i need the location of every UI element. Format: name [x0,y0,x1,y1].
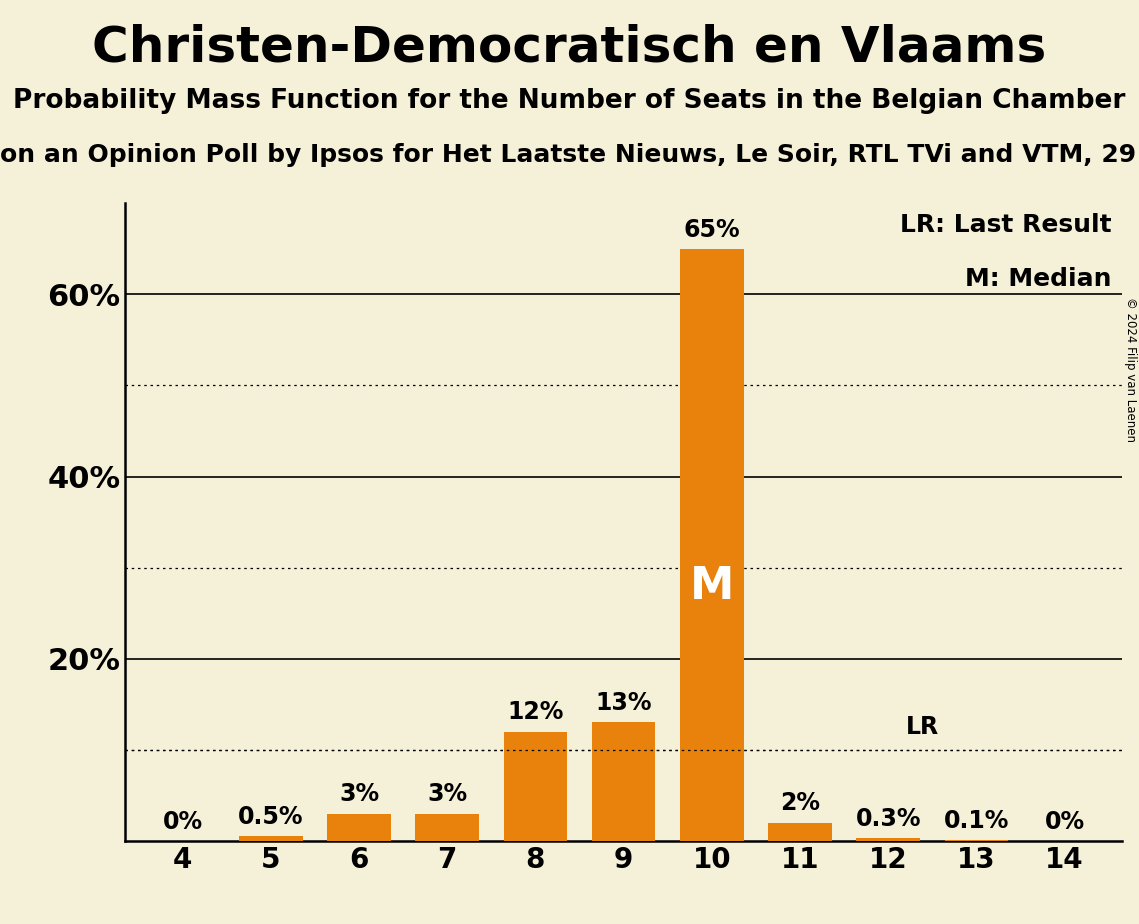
Text: 3%: 3% [427,783,467,807]
Text: Christen-Democratisch en Vlaams: Christen-Democratisch en Vlaams [92,23,1047,71]
Text: 12%: 12% [507,700,564,724]
Text: on an Opinion Poll by Ipsos for Het Laatste Nieuws, Le Soir, RTL TVi and VTM, 29: on an Opinion Poll by Ipsos for Het Laat… [0,143,1139,167]
Text: 13%: 13% [596,691,652,715]
Bar [416,813,480,841]
Bar [857,838,920,841]
Text: Probability Mass Function for the Number of Seats in the Belgian Chamber: Probability Mass Function for the Number… [14,88,1125,114]
Bar [680,249,744,841]
Text: 3%: 3% [339,783,379,807]
Text: LR: LR [906,715,939,739]
Bar [503,732,567,841]
Text: LR: Last Result: LR: Last Result [900,213,1112,237]
Bar [327,813,391,841]
Text: M: Median: M: Median [966,267,1112,291]
Text: © 2024 Filip van Laenen: © 2024 Filip van Laenen [1124,298,1137,442]
Text: 0.3%: 0.3% [855,807,921,831]
Text: 0.1%: 0.1% [944,808,1009,833]
Bar [239,836,303,841]
Text: 0%: 0% [1044,809,1084,833]
Text: 0.5%: 0.5% [238,805,304,829]
Text: M: M [689,565,734,608]
Bar [768,822,831,841]
Text: 0%: 0% [163,809,203,833]
Bar [592,723,655,841]
Text: 2%: 2% [780,791,820,815]
Text: 65%: 65% [683,217,740,241]
